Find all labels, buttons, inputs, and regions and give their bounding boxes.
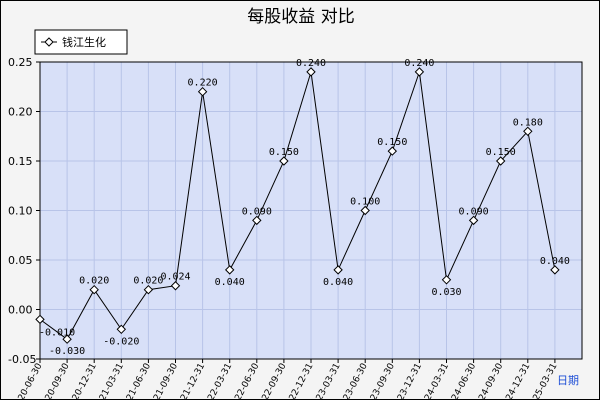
data-point bbox=[441, 275, 452, 285]
data-point bbox=[35, 314, 45, 325]
y-tick-label: 0.05 bbox=[8, 254, 33, 267]
data-point bbox=[89, 284, 99, 295]
data-point bbox=[550, 265, 560, 275]
data-point bbox=[279, 156, 289, 166]
x-tick-label: 2020-06-30 bbox=[11, 361, 45, 399]
y-tick-label: 0.00 bbox=[8, 304, 33, 317]
y-tick-label: 0.25 bbox=[8, 56, 33, 69]
data-label: 0.040 bbox=[323, 277, 353, 288]
data-label: -0.020 bbox=[103, 336, 139, 347]
data-point bbox=[495, 156, 506, 166]
data-point bbox=[143, 284, 154, 295]
legend-series-name: 钱江生化 bbox=[62, 35, 106, 49]
data-point bbox=[333, 265, 343, 275]
data-label: 0.030 bbox=[431, 287, 461, 298]
data-label: 0.020 bbox=[79, 276, 109, 287]
data-point bbox=[252, 215, 262, 226]
plot-border bbox=[39, 61, 583, 360]
data-point bbox=[523, 126, 533, 137]
data-point bbox=[224, 265, 235, 275]
data-point bbox=[197, 86, 208, 97]
data-point bbox=[414, 67, 425, 77]
data-label: 0.220 bbox=[188, 78, 218, 89]
y-tick-label: 0.15 bbox=[8, 155, 33, 168]
data-label: 0.240 bbox=[404, 58, 434, 69]
data-label: 0.040 bbox=[540, 256, 570, 267]
legend: 钱江生化 bbox=[34, 29, 128, 55]
data-label: -0.010 bbox=[39, 327, 75, 338]
x-axis-unit-label: 日期 bbox=[557, 374, 579, 387]
data-label: 0.020 bbox=[133, 276, 163, 287]
series-line bbox=[39, 71, 556, 340]
data-label: 0.150 bbox=[377, 137, 407, 148]
data-point bbox=[468, 215, 479, 226]
y-tick-label: -0.05 bbox=[8, 353, 36, 366]
chart-title: 每股收益 对比 bbox=[247, 7, 354, 27]
data-label: 0.090 bbox=[459, 206, 489, 217]
data-label: 0.150 bbox=[269, 147, 299, 158]
data-point bbox=[306, 67, 316, 77]
data-point bbox=[170, 281, 181, 291]
data-label: 0.180 bbox=[513, 117, 543, 128]
legend-marker bbox=[44, 37, 54, 47]
data-label: 0.024 bbox=[160, 272, 190, 283]
data-point bbox=[360, 205, 370, 216]
data-point bbox=[62, 334, 72, 344]
y-tick-label: 0.20 bbox=[8, 106, 33, 119]
data-point bbox=[387, 146, 398, 156]
data-point bbox=[116, 324, 127, 335]
data-label: 0.240 bbox=[296, 58, 326, 69]
data-label: -0.030 bbox=[49, 346, 85, 357]
data-label: 0.040 bbox=[215, 277, 245, 288]
data-label: 0.090 bbox=[242, 206, 272, 217]
plot-area: -0.050.000.050.100.150.200.252020-06-302… bbox=[8, 56, 583, 399]
data-label: 0.150 bbox=[486, 147, 516, 158]
y-tick-label: 0.10 bbox=[8, 205, 33, 218]
data-label: 0.100 bbox=[350, 197, 380, 208]
